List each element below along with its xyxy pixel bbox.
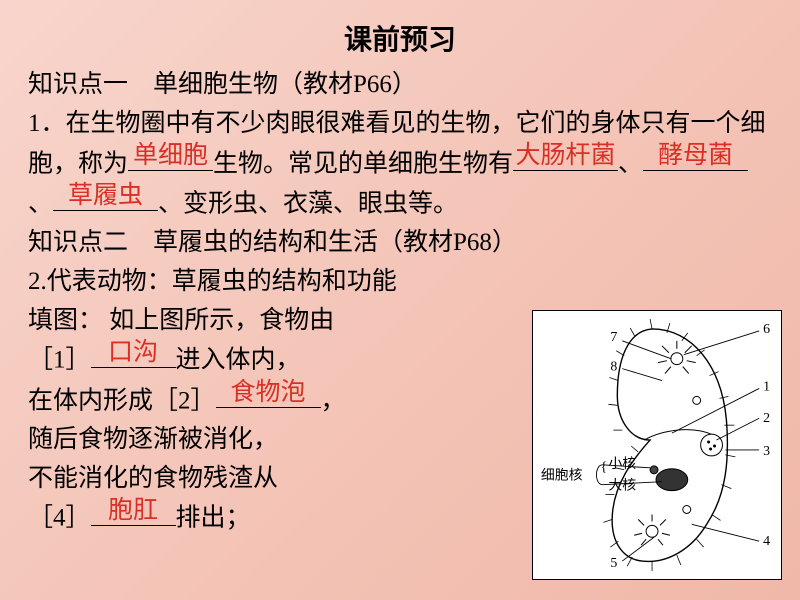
food-dot	[707, 441, 710, 444]
p2-c-a: ［1］	[28, 347, 91, 374]
p2-a: 2.代表动物：草履虫的结构和功能	[28, 263, 772, 302]
answer-unicell: 单细胞	[128, 143, 213, 168]
answer-paramecium: 草履虫	[53, 183, 158, 208]
p2-g-a: ［4］	[28, 505, 91, 532]
label-4: 4	[763, 534, 770, 549]
blank-yeast: 酵母菌	[643, 144, 748, 172]
p2-d-a: 在体内形成［2］	[28, 387, 216, 414]
p2-f: 不能消化的食物残渣从	[28, 460, 518, 499]
paramecium-svg: 6 7 8 1 2 3 4 5 细胞核 小核 大核 {	[533, 311, 781, 579]
sep2: 、	[28, 190, 53, 217]
blank-paogang: 胞肛	[91, 498, 176, 526]
micronucleus	[650, 466, 658, 474]
answer-kougou: 口沟	[91, 340, 176, 365]
sep1: 、	[618, 150, 643, 177]
label-large: 大核	[608, 478, 636, 494]
p2-e: 随后食物逐渐被消化，	[28, 421, 518, 460]
p2-d: 在体内形成［2］食物泡，	[28, 381, 518, 421]
paramecium-diagram: 6 7 8 1 2 3 4 5 细胞核 小核 大核 {	[532, 310, 782, 580]
food-vacuole	[701, 434, 723, 456]
page-title: 课前预习	[28, 18, 772, 58]
food-dot	[713, 445, 716, 448]
label-2: 2	[763, 411, 770, 426]
blank-shiwupao: 食物泡	[216, 381, 321, 409]
label-3: 3	[763, 444, 770, 459]
p2-g: ［4］胞肛排出；	[28, 498, 518, 538]
label-6: 6	[763, 322, 770, 337]
blank-paramecium: 草履虫	[53, 184, 158, 212]
label-8: 8	[610, 360, 617, 375]
p2-d-b: ，	[321, 387, 346, 414]
macronucleus	[656, 469, 688, 491]
p2-b: 填图： 如上图所示，食物由	[28, 302, 518, 341]
blank-ecoli: 大肠杆菌	[513, 144, 618, 172]
label-7: 7	[610, 330, 617, 345]
p1-text-c: 、变形虫、衣藻、眼虫等。	[158, 190, 458, 217]
answer-yeast: 酵母菌	[643, 143, 748, 168]
food-dot	[709, 447, 712, 450]
p2-g-b: 排出；	[176, 505, 251, 532]
blank-unicell: 单细胞	[128, 144, 213, 172]
p2-c: ［1］口沟进入体内，	[28, 340, 518, 380]
answer-shiwupao: 食物泡	[216, 380, 321, 405]
label-small: 小核	[608, 456, 636, 472]
blank-kougou: 口沟	[91, 340, 176, 368]
label-5: 5	[610, 556, 617, 571]
label-nucleus: 细胞核	[541, 468, 583, 484]
p1-text-b: 生物。常见的单细胞生物有	[213, 150, 513, 177]
answer-paogang: 胞肛	[91, 498, 176, 523]
p2-c-b: 进入体内，	[176, 347, 301, 374]
brace-top: {	[600, 460, 607, 475]
slide: 课前预习 知识点一 单细胞生物（教材P66） 1．在生物圈中有不少肉眼很难看见的…	[0, 0, 800, 600]
kp2-header: 知识点二 草履虫的结构和生活（教材P68）	[28, 224, 772, 263]
label-1: 1	[763, 379, 770, 394]
para-1: 1．在生物圈中有不少肉眼很难看见的生物，它们的身体只有一个细胞，称为单细胞生物。…	[28, 105, 772, 224]
kp1-header: 知识点一 单细胞生物（教材P66）	[28, 66, 772, 105]
answer-ecoli: 大肠杆菌	[513, 143, 618, 168]
